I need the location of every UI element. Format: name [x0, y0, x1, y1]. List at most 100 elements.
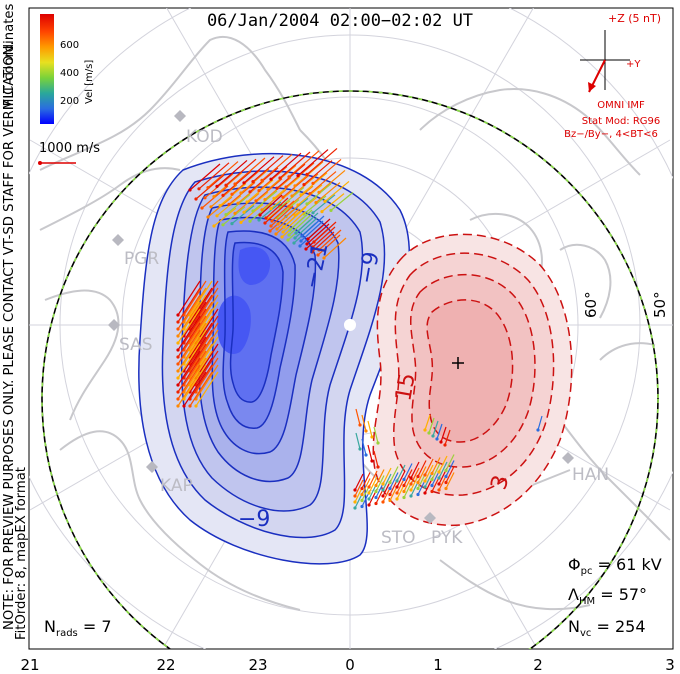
velocity-vector	[183, 322, 207, 358]
velocity-vector	[285, 162, 315, 188]
vector-origin	[536, 428, 540, 432]
vector-origin	[320, 210, 324, 214]
velocity-vector	[177, 301, 201, 337]
radar-label-pgr: PGR	[124, 249, 159, 269]
fit-order-note: FitOrder: 8, mapEX format	[14, 467, 29, 640]
vector-origin	[209, 205, 213, 209]
velocity-vector	[444, 429, 451, 446]
vector-origin	[395, 485, 399, 489]
vector-origin	[409, 476, 413, 480]
imf-z-label: +Z (5 nT)	[608, 12, 661, 25]
vector-origin	[188, 188, 192, 192]
vector-origin	[444, 480, 448, 485]
vector-origin	[194, 404, 198, 408]
vector-origin	[423, 485, 427, 489]
vector-origin	[376, 465, 380, 469]
radar-marker-kap	[146, 461, 158, 473]
vector-origin	[402, 477, 406, 482]
velocity-vector	[311, 231, 335, 253]
velocity-vector	[195, 350, 219, 386]
velocity-vector	[537, 415, 543, 431]
velocity-vector	[288, 150, 320, 178]
vector-origin	[367, 497, 371, 501]
velocity-vector	[189, 350, 213, 386]
velocity-vector	[276, 208, 300, 230]
velocity-vector	[222, 206, 246, 226]
velocity-vector	[431, 463, 441, 480]
map-title: 06/Jan/2004 02:00−02:02 UT	[207, 11, 473, 31]
velocity-vector	[189, 343, 213, 379]
vector-origin	[367, 485, 371, 489]
potential-max-marker	[452, 357, 464, 369]
velocity-vector	[177, 336, 201, 372]
vector-origin	[312, 240, 316, 244]
vector-origin	[381, 494, 385, 498]
color-tick-400: 400	[60, 68, 79, 79]
vector-origin	[370, 459, 374, 463]
velocity-vector	[270, 205, 294, 227]
vector-origin	[258, 213, 262, 217]
vector-origin	[176, 341, 180, 345]
velocity-vector	[424, 458, 434, 476]
vector-origin	[423, 428, 427, 432]
vector-origin	[322, 256, 326, 260]
vector-origin	[242, 210, 246, 214]
lambda-hm-stat: ΛHM = 57°	[568, 585, 647, 607]
vector-origin	[374, 489, 378, 494]
velocity-vector	[403, 469, 413, 486]
velocity-vector	[189, 371, 213, 407]
velocity-vector	[270, 152, 302, 180]
vector-origin	[284, 185, 288, 189]
vector-origin	[395, 491, 399, 495]
vector-origin	[360, 492, 364, 497]
vector-origin	[176, 355, 180, 359]
vector-origin	[437, 470, 441, 474]
velocity-vector	[375, 469, 385, 486]
velocity-vector	[189, 357, 213, 393]
vector-origin	[423, 479, 427, 483]
velocity-vector	[367, 444, 373, 462]
vector-origin	[236, 201, 240, 205]
velocity-vector	[195, 371, 219, 407]
velocity-vector	[276, 199, 300, 219]
vector-origin	[317, 248, 321, 252]
velocity-vector	[189, 163, 221, 191]
velocity-vector	[297, 149, 329, 177]
vector-origin	[364, 453, 368, 457]
radar-marker-pgr	[112, 234, 124, 246]
vector-origin	[242, 181, 246, 185]
latitude-label-60: 60°	[582, 291, 600, 318]
vector-origin	[197, 187, 201, 191]
magnetic-pole-marker	[344, 319, 356, 331]
velocity-vector	[183, 357, 207, 393]
mlt-coordinates-label: MLT coordinates	[2, 4, 17, 110]
color-tick-600: 600	[60, 40, 79, 51]
vector-origin	[298, 244, 302, 248]
vector-origin	[275, 227, 279, 231]
vector-origin	[360, 504, 364, 509]
imf-vector	[588, 59, 606, 93]
velocity-vector	[231, 169, 261, 195]
vector-origin	[306, 237, 310, 241]
velocity-vector	[438, 461, 448, 479]
velocity-vector	[271, 200, 295, 222]
velocity-vector	[189, 308, 213, 344]
velocity-vector	[295, 212, 319, 234]
velocity-vector	[231, 205, 255, 225]
vector-origin	[430, 489, 434, 494]
vector-origin	[437, 482, 441, 486]
velocity-vector	[309, 171, 337, 195]
velocity-vector	[204, 173, 234, 199]
velocity-vector	[279, 151, 311, 179]
vector-origin	[409, 494, 413, 498]
vector-origin	[260, 178, 264, 182]
velocity-vector	[389, 466, 399, 483]
velocity-vector	[189, 301, 213, 337]
imf-condition-label: Bz−/By−, 4<BT<6	[564, 129, 658, 140]
velocity-vector	[312, 226, 336, 248]
velocity-vector	[312, 158, 342, 184]
mlt-hour-0: 0	[345, 656, 355, 674]
velocity-vector	[259, 194, 283, 216]
velocity-vector	[195, 357, 219, 393]
